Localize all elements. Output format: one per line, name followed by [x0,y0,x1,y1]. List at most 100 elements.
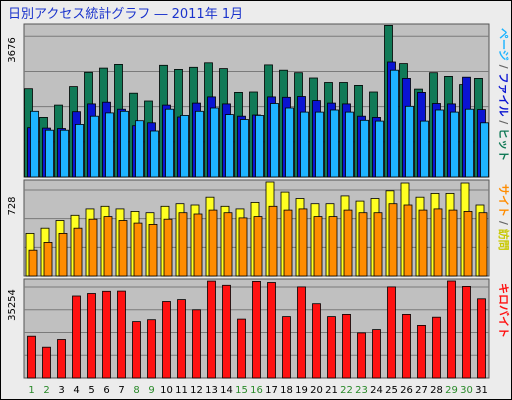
bar-ページ-day-11 [180,115,189,178]
bar-キロバイト-day-24 [372,329,381,379]
bar-サイト-day-16 [253,216,263,277]
bar-サイト-day-18 [283,209,293,277]
bar-キロバイト-day-17 [267,282,276,379]
bar-キロバイト-day-19 [297,286,306,379]
bar-ページ-day-3 [60,129,69,178]
bar-ページ-day-30 [465,108,474,178]
day-label-21: 21 [325,385,338,396]
bar-ページ-day-23 [360,119,369,178]
bar-キロバイト-day-25 [387,286,396,379]
bar-サイト-day-25 [388,203,398,277]
bar-キロバイト-day-31 [477,298,486,379]
bar-ページ-day-5 [90,115,99,178]
day-label-9: 9 [148,385,154,396]
bar-サイト-day-19 [298,208,308,277]
bar-ページ-day-20 [315,111,324,178]
y-max-label: 3676 [7,37,18,62]
bar-サイト-day-6 [103,216,113,277]
bar-キロバイト-day-29 [447,280,456,379]
day-label-15: 15 [235,385,248,396]
day-label-19: 19 [295,385,308,396]
bar-ページ-day-4 [75,124,84,178]
bar-サイト-day-15 [238,217,248,277]
x-axis-day-labels: 1 2 3 4 5 6 7 8 9 10 11 12 13 14 15 16 17 18 19 20 21 22 23 24 2… [28,385,488,396]
bar-サイト-day-31 [478,212,488,277]
bar-サイト-day-21 [328,216,338,277]
bar-サイト-day-20 [313,216,323,277]
bar-ページ-day-2 [45,129,54,178]
bar-ページ-day-12 [195,110,204,178]
bar-キロバイト-day-26 [402,313,411,379]
bar-ページ-day-29 [450,111,459,178]
bar-キロバイト-day-2 [42,346,51,379]
legend-part: ページ [497,28,510,61]
bar-ページ-day-15 [240,119,249,178]
day-label-30: 30 [460,385,473,396]
bar-キロバイト-day-5 [87,293,96,379]
bar-ページ-day-28 [435,109,444,178]
day-label-23: 23 [355,385,368,396]
day-label-12: 12 [190,385,203,396]
bar-キロバイト-day-16 [252,280,261,379]
legend-label: ページ / ファイル / ヒット [497,28,510,161]
y-max-label: 728 [7,196,18,215]
bar-サイト-day-29 [448,209,458,277]
bar-ページ-day-7 [120,110,129,178]
page-title: 日別アクセス統計グラフ ― 2011年 1月 [8,7,244,22]
bar-サイト-day-5 [88,218,98,277]
day-label-13: 13 [205,385,218,396]
bar-キロバイト-day-28 [432,316,441,379]
bar-ページ-day-17 [270,103,279,178]
bar-キロバイト-day-20 [312,303,321,379]
bar-サイト-day-1 [28,249,38,277]
bar-サイト-day-27 [418,209,428,277]
day-label-18: 18 [280,385,293,396]
chart-panel-visits-sites: 728 サイト / 訪問 [7,179,511,277]
day-label-3: 3 [58,385,64,396]
bar-サイト-day-9 [148,223,158,277]
day-label-25: 25 [385,385,398,396]
day-label-24: 24 [370,385,383,396]
bar-ページ-day-1 [30,110,39,178]
bar-キロバイト-day-8 [132,321,141,379]
bar-キロバイト-day-21 [327,316,336,379]
bar-ページ-day-13 [210,107,219,178]
bar-サイト-day-10 [163,218,173,277]
bar-キロバイト-day-6 [102,290,111,379]
day-label-8: 8 [133,385,139,396]
day-label-17: 17 [265,385,278,396]
bar-ページ-day-21 [330,109,339,178]
day-label-6: 6 [103,385,109,396]
bar-キロバイト-day-18 [282,316,291,379]
legend-part: / [497,116,510,128]
day-label-11: 11 [175,385,188,396]
legend-part: サイト [497,184,510,217]
bar-キロバイト-day-1 [27,335,36,379]
bar-キロバイト-day-4 [72,295,81,379]
bar-サイト-day-4 [73,227,83,277]
bar-ページ-day-6 [105,112,114,178]
bar-キロバイト-day-10 [162,301,171,379]
day-label-1: 1 [28,385,34,396]
bar-サイト-day-11 [178,212,188,277]
bar-サイト-day-14 [223,212,233,277]
day-label-2: 2 [43,385,49,396]
day-label-14: 14 [220,385,233,396]
bar-ページ-day-25 [390,69,399,178]
day-label-5: 5 [88,385,94,396]
bar-キロバイト-day-13 [207,280,216,379]
bar-キロバイト-day-30 [462,285,471,379]
bar-キロバイト-day-7 [117,290,126,379]
bar-キロバイト-day-11 [177,299,186,379]
bar-ページ-day-10 [165,108,174,178]
bar-キロバイト-day-12 [192,309,201,379]
bar-キロバイト-day-15 [237,318,246,379]
day-label-29: 29 [445,385,458,396]
bar-キロバイト-day-22 [342,313,351,379]
chart-panel-hits-files-pages: 3676 ページ / ファイル / ヒット [7,23,510,178]
bar-キロバイト-day-27 [417,324,426,379]
bar-サイト-day-28 [433,208,443,277]
bar-サイト-day-12 [193,213,203,277]
day-label-10: 10 [160,385,173,396]
